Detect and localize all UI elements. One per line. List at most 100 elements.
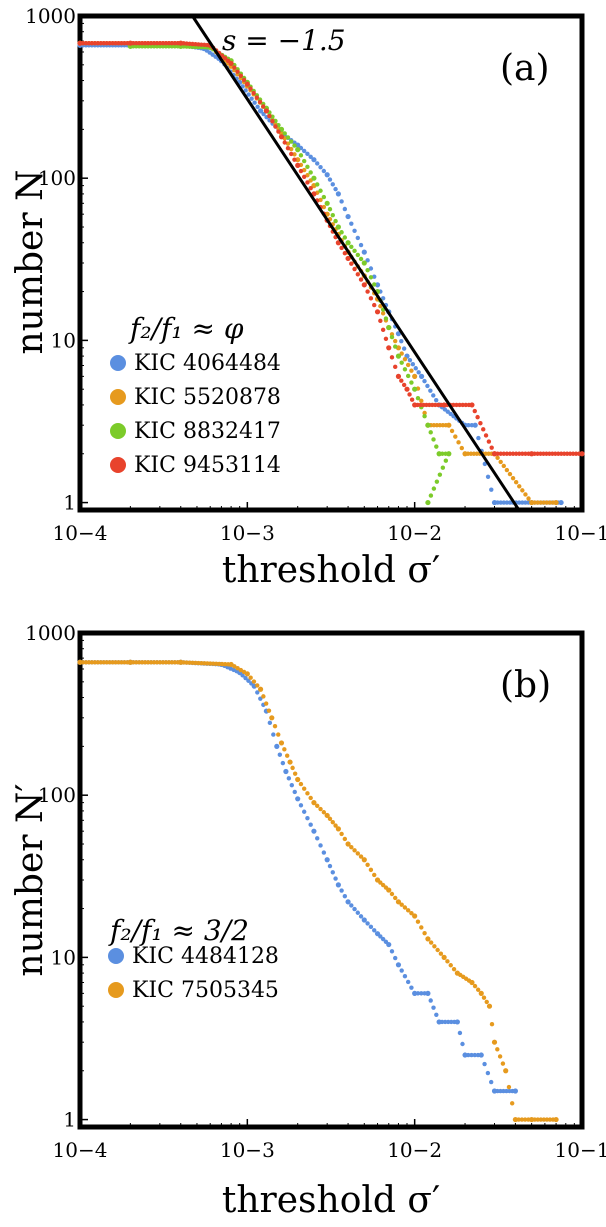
data-point bbox=[538, 1117, 543, 1122]
panel-b: 10−4 10−3 10−2 10−1 1 10 100 1000 (b) f₂/f₁ ≈ 3… bbox=[10, 621, 606, 1221]
data-point bbox=[349, 903, 354, 908]
data-point bbox=[241, 77, 247, 83]
data-point bbox=[513, 480, 519, 485]
data-point bbox=[282, 747, 287, 752]
y-tick-label: 1000 bbox=[25, 621, 76, 645]
data-point bbox=[282, 140, 287, 145]
data-point bbox=[472, 408, 477, 414]
data-point bbox=[270, 119, 275, 124]
data-point bbox=[451, 402, 456, 408]
data-point bbox=[449, 1019, 454, 1025]
panel-label-a: (a) bbox=[500, 48, 550, 89]
data-point bbox=[339, 888, 344, 893]
data-point bbox=[503, 1068, 509, 1074]
data-point bbox=[305, 164, 310, 169]
data-point bbox=[292, 143, 297, 148]
data-point bbox=[298, 803, 304, 808]
data-point bbox=[386, 887, 392, 893]
data-point bbox=[243, 88, 248, 93]
data-point bbox=[301, 809, 307, 814]
data-point bbox=[441, 954, 447, 960]
data-point bbox=[342, 235, 348, 240]
data-point bbox=[339, 831, 344, 837]
data-point bbox=[292, 157, 297, 162]
x-tick-label: 10−3 bbox=[220, 521, 275, 545]
data-point bbox=[399, 360, 404, 365]
data-point bbox=[489, 445, 494, 450]
data-point bbox=[399, 968, 404, 973]
data-point bbox=[462, 1052, 468, 1058]
data-point bbox=[283, 768, 289, 775]
data-point bbox=[422, 410, 427, 416]
data-point bbox=[395, 899, 402, 905]
data-point bbox=[327, 816, 333, 822]
data-point bbox=[547, 500, 553, 505]
data-point bbox=[315, 836, 320, 841]
data-point bbox=[459, 445, 464, 451]
data-point bbox=[289, 139, 294, 144]
data-point bbox=[472, 1052, 477, 1058]
data-point bbox=[466, 1052, 471, 1058]
data-point bbox=[358, 854, 364, 859]
slope-annotation: s = −1.5 bbox=[222, 24, 346, 57]
data-point bbox=[453, 434, 458, 439]
data-point bbox=[520, 488, 525, 493]
data-point bbox=[251, 679, 257, 684]
y-tick-label: 1000 bbox=[25, 4, 76, 28]
data-point bbox=[321, 810, 327, 815]
data-point bbox=[358, 242, 364, 248]
x-tick-label: 10−1 bbox=[555, 1138, 606, 1162]
legend-item-label: KIC 7505345 bbox=[132, 978, 279, 1003]
data-point bbox=[251, 90, 256, 96]
data-point bbox=[449, 428, 455, 434]
y-tick-label: 100 bbox=[38, 166, 76, 190]
data-point bbox=[232, 65, 237, 70]
data-point bbox=[327, 863, 333, 869]
data-point bbox=[489, 1022, 495, 1027]
data-point bbox=[437, 472, 443, 477]
data-point bbox=[431, 437, 436, 442]
data-point bbox=[318, 843, 323, 848]
data-point bbox=[402, 357, 408, 362]
data-point bbox=[498, 500, 503, 505]
data-point bbox=[298, 153, 304, 158]
data-point bbox=[501, 463, 506, 469]
data-point bbox=[257, 108, 264, 114]
data-point bbox=[345, 255, 351, 262]
data-point bbox=[327, 177, 333, 182]
data-point bbox=[419, 398, 424, 403]
data-point bbox=[517, 484, 522, 489]
data-point bbox=[345, 240, 351, 246]
data-point bbox=[522, 1117, 528, 1122]
data-point bbox=[463, 402, 468, 408]
data-point bbox=[380, 311, 386, 316]
data-point bbox=[405, 362, 411, 368]
data-point bbox=[380, 936, 386, 942]
x-tick-label: 10−3 bbox=[220, 1138, 275, 1162]
data-point bbox=[523, 492, 528, 497]
data-point bbox=[389, 355, 395, 360]
data-point bbox=[258, 696, 263, 701]
data-point bbox=[523, 451, 528, 456]
data-point bbox=[410, 362, 416, 367]
data-point bbox=[495, 500, 500, 505]
legend-marker bbox=[108, 948, 124, 964]
data-point bbox=[491, 499, 498, 506]
data-point bbox=[321, 194, 327, 200]
data-point bbox=[361, 917, 367, 923]
data-point bbox=[433, 397, 439, 403]
data-point bbox=[475, 414, 480, 420]
data-point bbox=[418, 373, 425, 379]
data-point bbox=[412, 386, 418, 392]
data-point bbox=[295, 796, 301, 802]
data-point bbox=[501, 451, 506, 456]
data-point bbox=[372, 928, 377, 933]
data-point bbox=[289, 151, 294, 157]
data-point bbox=[526, 496, 531, 501]
data-point bbox=[456, 440, 461, 445]
data-point bbox=[278, 740, 285, 746]
data-point bbox=[405, 979, 411, 985]
data-point bbox=[432, 944, 437, 949]
data-point bbox=[409, 985, 414, 990]
y-tick-label: 1 bbox=[63, 491, 76, 515]
